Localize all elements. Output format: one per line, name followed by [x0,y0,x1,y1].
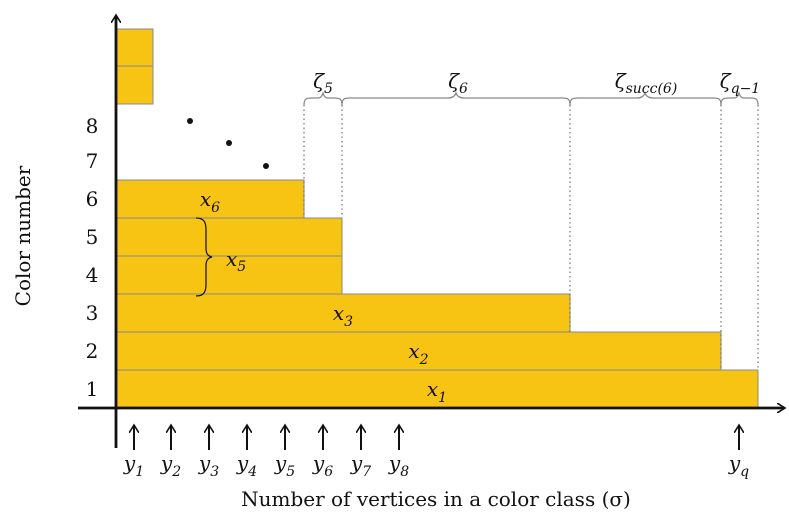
y-marker-label: y1 [123,451,144,480]
ellipsis-dot [187,118,193,124]
color-number-label: 5 [86,225,99,249]
x-axis-title: Number of vertices in a color class (σ) [241,487,631,511]
zeta-label: ζ5 [313,69,333,97]
color-number-label: 7 [86,149,99,173]
bar-top-a [115,65,154,105]
y-marker-label: y4 [236,451,257,480]
color-number-label: 3 [86,301,99,325]
y-marker-label: y6 [312,451,333,480]
zeta-braces [303,91,759,106]
bar-4 [115,255,343,295]
bar-2 [115,331,722,371]
bar-labels: x1 x2 x3 x6 [200,187,447,406]
x5-brace [195,217,213,297]
x5-brace-label: x5 [226,247,246,275]
y-marker-label: yq [728,451,749,480]
zeta-guides [303,105,759,370]
y-marker-label: y3 [198,451,219,480]
bars [115,28,759,409]
color-numbers: 1 2 3 4 5 6 7 8 [86,114,99,401]
bar-3 [115,293,571,333]
bar-top-b [115,28,154,67]
color-number-label: 6 [86,187,99,211]
zeta-label: ζ6 [448,69,468,97]
y-markers: y1 y2 y3 y4 y5 y6 y7 y8 yq [123,426,749,480]
color-number-label: 8 [86,114,99,138]
y-marker-label: y7 [350,451,371,480]
color-number-label: 1 [86,377,99,401]
color-number-label: 2 [86,339,99,363]
y-marker-label: y5 [274,451,295,480]
bar-3-label: x3 [333,301,353,330]
y-axis-title: Color number [11,165,35,306]
bar-6-label: x6 [200,187,220,216]
ellipsis-dot [263,163,269,169]
zeta-label: ζq−1 [720,69,760,97]
zeta-label: ζsucc(6) [615,69,678,97]
color-number-label: 4 [86,263,99,287]
bar-5 [115,217,343,257]
bar-1-label: x1 [427,377,447,406]
y-marker-label: y2 [160,451,181,480]
y-marker-label: y8 [388,451,409,480]
ellipsis-dot [226,140,232,146]
zeta-labels: ζ5 ζ6 ζsucc(6) ζq−1 [313,69,760,97]
bar-1 [115,369,759,409]
bar-2-label: x2 [408,339,428,368]
